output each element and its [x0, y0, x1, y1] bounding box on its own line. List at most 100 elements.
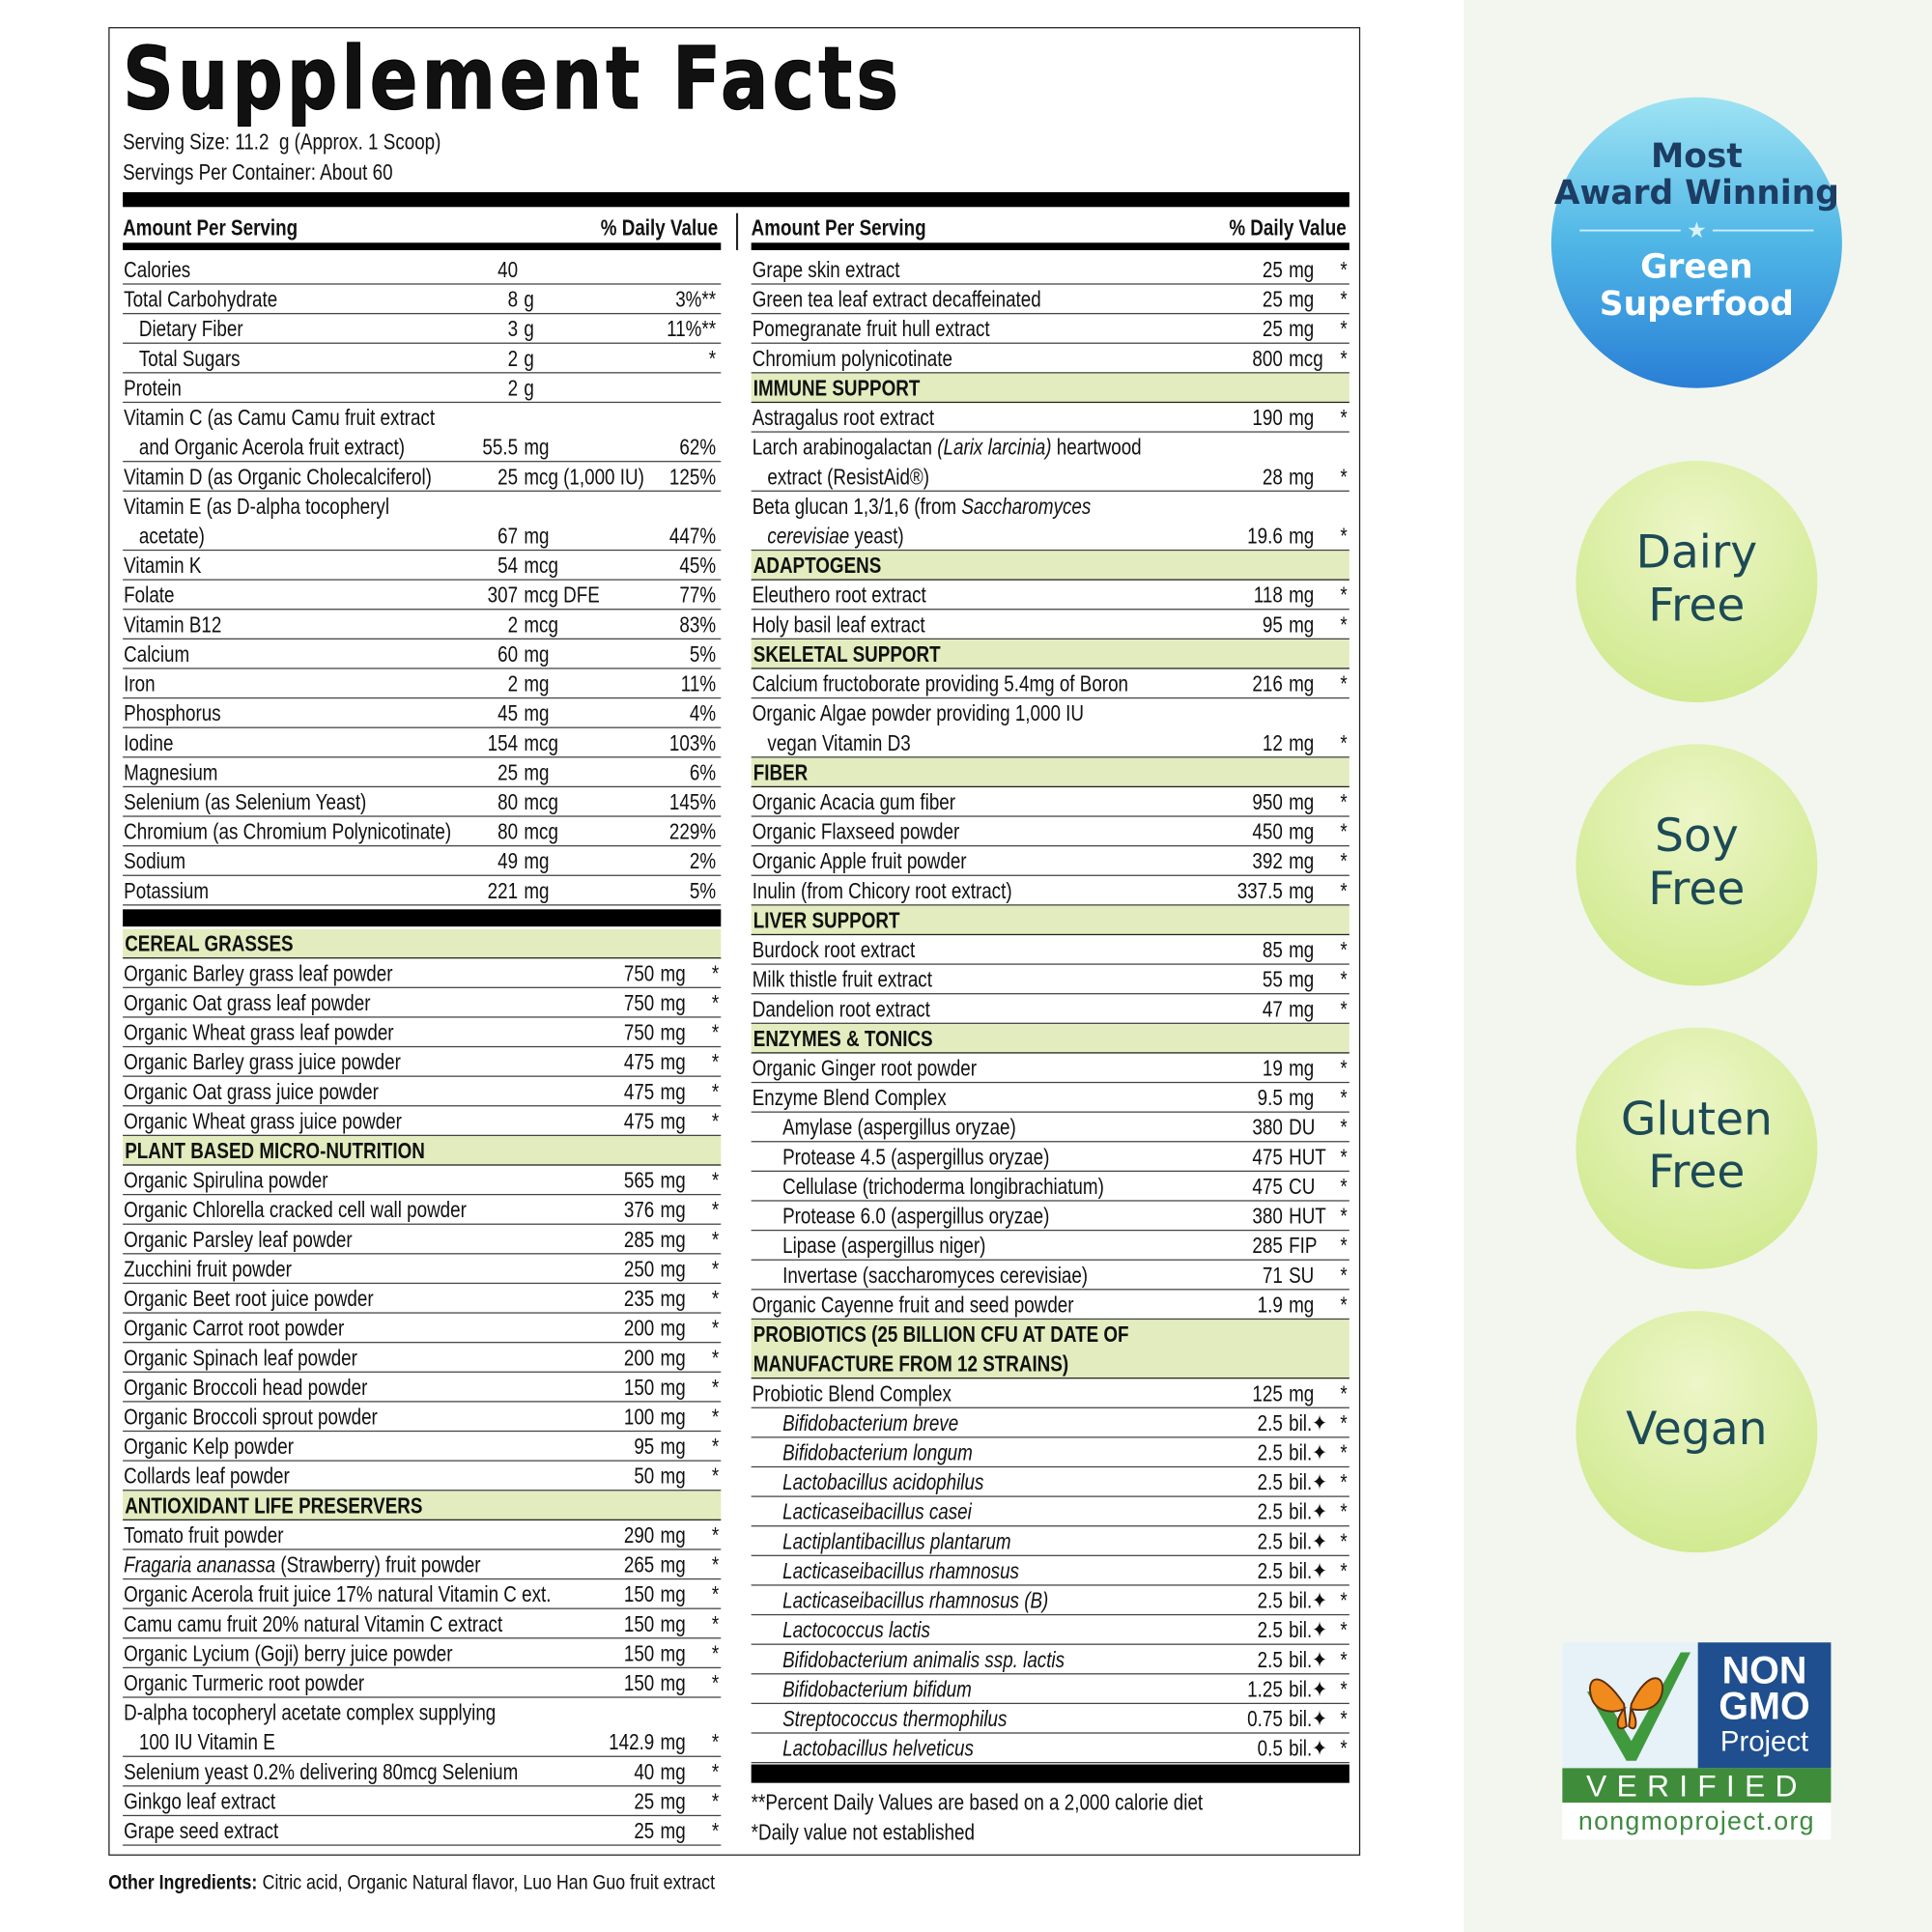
amount: 235 — [623, 1286, 655, 1312]
section-title-line: FIBER — [753, 759, 809, 785]
name: Phosphorus — [123, 698, 721, 728]
amount: 150 — [623, 1640, 655, 1666]
nutrient-row: Vitamin K 54 mcg 45% — [123, 551, 722, 581]
ingredient-row: Bifidobacterium longum 2.5 bil.✦ * — [751, 1438, 1350, 1468]
unit: mcg — [524, 730, 558, 755]
ingredient-row: Organic Kelp powder 95 mg * — [123, 1432, 722, 1462]
unit: FIP — [1289, 1233, 1318, 1259]
daily-value: 5% — [689, 878, 717, 903]
note: * — [1340, 848, 1348, 874]
header-daily-value: % Daily Value — [1229, 215, 1347, 241]
amount: 54 — [497, 553, 519, 579]
unit: mg — [1289, 1056, 1315, 1081]
name: Calcium fructoborate providing 5.4mg of … — [752, 669, 1350, 699]
amount: 150 — [623, 1611, 655, 1636]
name: Ginkgo leaf extract — [123, 1786, 721, 1816]
ingredient-row: Calcium fructoborate providing 5.4mg of … — [751, 669, 1350, 699]
amount: 154 — [487, 730, 519, 755]
unit: bil.✦ — [1289, 1469, 1327, 1495]
name-line: Vitamin E (as D-alpha tocopheryl — [124, 494, 390, 519]
name-line: Organic Chlorella cracked cell wall powd… — [124, 1197, 467, 1223]
unit: mcg DFE — [524, 582, 600, 608]
name-line: Larch arabinogalactan (Larix larcinia) h… — [753, 433, 1350, 463]
unit: mg — [1289, 996, 1315, 1022]
ingredient-row: Organic Lycium (Goji) berry juice powder… — [123, 1638, 722, 1669]
nutrient-row: Vitamin C (as Camu Camu fruit extract and… — [123, 403, 722, 463]
ingredient-row: Lipase (aspergillus niger) 285 FIP * — [751, 1231, 1350, 1261]
amount: 307 — [487, 582, 519, 608]
name: Organic Spinach leaf powder — [123, 1343, 721, 1373]
amount: 0.5 — [1257, 1736, 1283, 1761]
free-badge — [1576, 744, 1818, 986]
name-line: Phosphorus — [124, 700, 221, 726]
daily-value: 11% — [680, 671, 717, 696]
nutrient-row: Sodium 49 mg 2% — [123, 846, 722, 876]
name: Magnesium — [123, 757, 721, 787]
note: * — [1340, 1617, 1348, 1643]
amount: 125 — [1252, 1380, 1283, 1406]
note: * — [711, 1552, 720, 1577]
daily-value: 62% — [679, 435, 717, 460]
name: Organic Cayenne fruit and seed powder — [752, 1290, 1350, 1320]
name: Collards leaf powder — [123, 1462, 721, 1492]
logo-text: NON — [1722, 1649, 1807, 1691]
daily-value: 11%** — [667, 316, 717, 342]
unit: mcg — [524, 819, 558, 844]
name-segment: (Strawberry) fruit powder — [275, 1552, 481, 1577]
name-line: Dietary Fiber — [138, 316, 243, 342]
name: Eleuthero root extract — [752, 581, 1350, 611]
amount: 250 — [623, 1257, 655, 1282]
name-line: cerevisiae yeast) — [753, 522, 1350, 552]
name-line: Milk thistle fruit extract — [752, 967, 932, 992]
name-line: Lactobacillus helveticus — [782, 1736, 974, 1761]
ingredient-row: Organic Algae powder providing 1,000 IU v… — [751, 698, 1350, 758]
name-line: Chromium (as Chromium Polynicotinate) — [124, 819, 452, 844]
amount: 95 — [634, 1434, 655, 1460]
section-title: ADAPTOGENS — [751, 551, 1350, 581]
note: * — [1340, 1380, 1348, 1406]
name-line: Grape skin extract — [752, 257, 900, 283]
unit: mg — [660, 1108, 686, 1134]
daily-value: 145% — [668, 789, 717, 815]
note: * — [711, 1434, 720, 1460]
note: * — [711, 1463, 720, 1489]
ingredient-row: Lactococcus lactis 2.5 bil.✦ * — [751, 1615, 1350, 1645]
note: * — [1340, 671, 1348, 696]
note: * — [1340, 1410, 1348, 1435]
amount: 392 — [1252, 848, 1283, 874]
name-line: Bifidobacterium breve — [782, 1410, 959, 1435]
ingredient-row: Astragalus root extract 190 mg * — [751, 403, 1350, 433]
section-title: ANTIOXIDANT LIFE PRESERVERS — [123, 1491, 722, 1520]
note: * — [711, 1759, 720, 1784]
nutrient-row: Dietary Fiber 3 g 11%** — [123, 314, 722, 344]
name-line: acetate) — [138, 524, 205, 549]
ingredient-row: Organic Oat grass leaf powder 750 mg * — [123, 988, 722, 1018]
name: Chromium (as Chromium Polynicotinate) — [123, 817, 721, 847]
daily-value: 103% — [668, 730, 717, 755]
note: * — [1340, 1736, 1348, 1761]
note: * — [1340, 582, 1348, 608]
note: * — [1340, 1499, 1348, 1524]
free-badge — [1576, 461, 1818, 703]
nutrient-row: Chromium (as Chromium Polynicotinate) 80 m… — [123, 817, 722, 847]
name: Organic Barley grass leaf powder — [123, 958, 721, 988]
ingredient-row: Collards leaf powder 50 mg * — [123, 1462, 722, 1492]
free-badge-text: Free — [1648, 579, 1745, 632]
name: Chromium polynicotinate — [752, 344, 1350, 374]
unit: mg — [660, 1345, 686, 1371]
name-line: Lactiplantibacillus plantarum — [782, 1528, 1011, 1554]
amount: 450 — [1252, 819, 1283, 844]
other-ingredients-label: Other Ingredients: — [108, 1870, 258, 1894]
nutrient-row: Folate 307 mcg DFE 77% — [123, 581, 722, 611]
ingredient-row: Organic Apple fruit powder 392 mg * — [751, 846, 1350, 876]
note: * — [711, 1227, 720, 1252]
amount: 565 — [623, 1168, 655, 1193]
unit: mcg — [524, 611, 558, 638]
ingredient-row: Organic Barley grass juice powder 475 mg * — [123, 1047, 722, 1077]
name: Organic Spirulina powder — [123, 1166, 721, 1196]
amount: 750 — [623, 960, 655, 986]
name: Lactococcus lactis — [752, 1615, 1350, 1645]
unit: mg — [1289, 789, 1315, 815]
name-line: Pomegranate fruit hull extract — [752, 316, 990, 342]
